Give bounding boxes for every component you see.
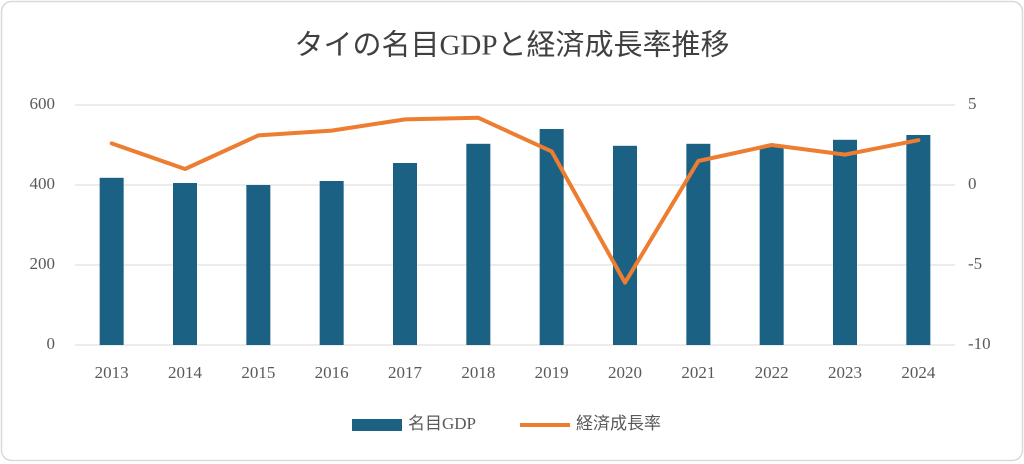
line bbox=[109, 115, 921, 285]
y2-tick-label: -5 bbox=[968, 254, 982, 273]
x-tick-label: 2024 bbox=[901, 363, 936, 382]
y2-tick-label: -10 bbox=[968, 334, 991, 353]
bar bbox=[246, 185, 271, 345]
chart-title: タイの名目GDPと経済成長率推移 bbox=[294, 29, 729, 62]
x-tick-label: 2013 bbox=[95, 363, 129, 382]
x-tick-label: 2014 bbox=[168, 363, 203, 382]
bar bbox=[173, 183, 197, 345]
bar bbox=[539, 129, 564, 345]
y-tick-label: 600 bbox=[30, 94, 56, 113]
x-tick-label: 2016 bbox=[315, 363, 349, 382]
bar bbox=[319, 181, 344, 345]
x-tick-label: 2017 bbox=[388, 363, 423, 382]
y2-tick-label: 5 bbox=[968, 94, 977, 113]
y-tick-label: 400 bbox=[30, 174, 56, 193]
y2-tick-label: 0 bbox=[968, 174, 977, 193]
bar bbox=[99, 177, 124, 345]
x-tick-label: 2023 bbox=[828, 363, 862, 382]
y-tick-label: 0 bbox=[47, 334, 56, 353]
bar bbox=[833, 139, 857, 345]
x-tick-label: 2022 bbox=[755, 363, 789, 382]
bar bbox=[906, 135, 931, 345]
bar bbox=[759, 147, 784, 345]
x-tick-label: 2019 bbox=[535, 363, 569, 382]
x-tick-label: 2021 bbox=[681, 363, 715, 382]
y-tick-label: 200 bbox=[30, 254, 56, 273]
legend-label: 経済成長率 bbox=[576, 414, 661, 433]
bar bbox=[466, 143, 491, 345]
x-tick-label: 2018 bbox=[461, 363, 495, 382]
x-tick-label: 2020 bbox=[608, 363, 642, 382]
bar bbox=[613, 145, 637, 345]
x-tick-label: 2015 bbox=[241, 363, 275, 382]
legend-label: 名目GDP bbox=[408, 414, 476, 433]
bar bbox=[393, 163, 417, 345]
legend-swatch bbox=[352, 419, 402, 431]
